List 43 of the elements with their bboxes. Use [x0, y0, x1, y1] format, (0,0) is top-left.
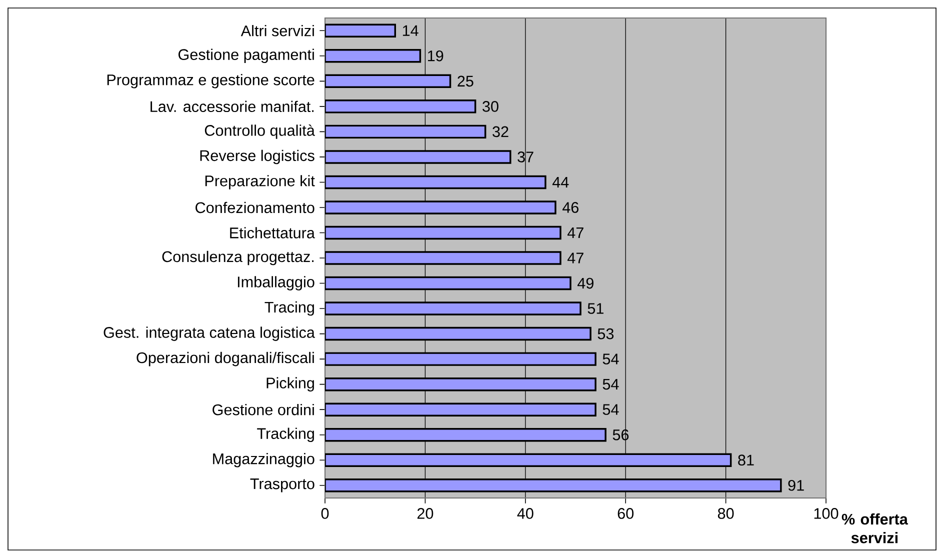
data-label: 47	[567, 252, 584, 264]
y-tick-label: Tracking	[257, 428, 314, 442]
data-label: 47	[567, 227, 584, 238]
y-tick-label: Magazzinaggio	[213, 452, 314, 468]
y-tick-label: Tracing	[264, 301, 314, 316]
y-tick-label: Etichettatura	[230, 227, 315, 238]
data-label: 44	[552, 176, 569, 188]
y-tick-label: Operazioni doganali/fiscali	[136, 352, 314, 366]
y-tick-label: Confezionamento	[196, 202, 314, 214]
data-label: 19	[428, 50, 444, 62]
y-tick-label: Lav. accessorie manifat.	[150, 100, 314, 112]
y-tick-label: Picking	[266, 377, 314, 392]
y-tick-label: Preparazione kit	[205, 175, 315, 190]
data-label: 54	[602, 404, 619, 415]
x-tick-label: 100	[814, 508, 838, 519]
data-label: 25	[458, 76, 474, 87]
data-label: 49	[577, 278, 594, 289]
y-tick-label: Gest. integrata catena logistica	[104, 326, 315, 341]
y-tick-label: Altri servizi	[240, 25, 314, 36]
y-tick-label: Programmaz e gestione scorte	[107, 74, 314, 88]
y-tick-label: Consulenza progettaz.	[162, 250, 314, 266]
x-axis-title: % offerta servizi	[842, 513, 908, 544]
y-tick-label: Reverse logistics	[200, 150, 314, 164]
data-label: 54	[602, 378, 619, 390]
x-tick-label: 40	[517, 508, 534, 519]
x-tick-label: 80	[718, 508, 734, 519]
data-label: 14	[402, 25, 418, 36]
y-tick-label: Trasporto	[250, 478, 314, 492]
data-label: 32	[492, 126, 508, 138]
x-tick-label: 20	[417, 508, 434, 519]
y-tick-label: Gestione pagamenti	[178, 48, 314, 64]
y-tick-label: Controllo qualità	[204, 124, 315, 139]
y-tick-label: Imballaggio	[238, 276, 314, 290]
x-tick-label: 60	[618, 508, 634, 519]
data-label: 30	[482, 101, 498, 112]
data-label: 51	[588, 303, 604, 314]
data-label: 46	[562, 202, 578, 213]
x-tick-label: 0	[321, 508, 329, 519]
data-label: 53	[598, 328, 614, 340]
data-label: 91	[788, 480, 804, 491]
y-tick-label: Gestione ordini	[212, 404, 314, 416]
data-label: 54	[602, 354, 619, 364]
data-label: 81	[738, 454, 754, 466]
